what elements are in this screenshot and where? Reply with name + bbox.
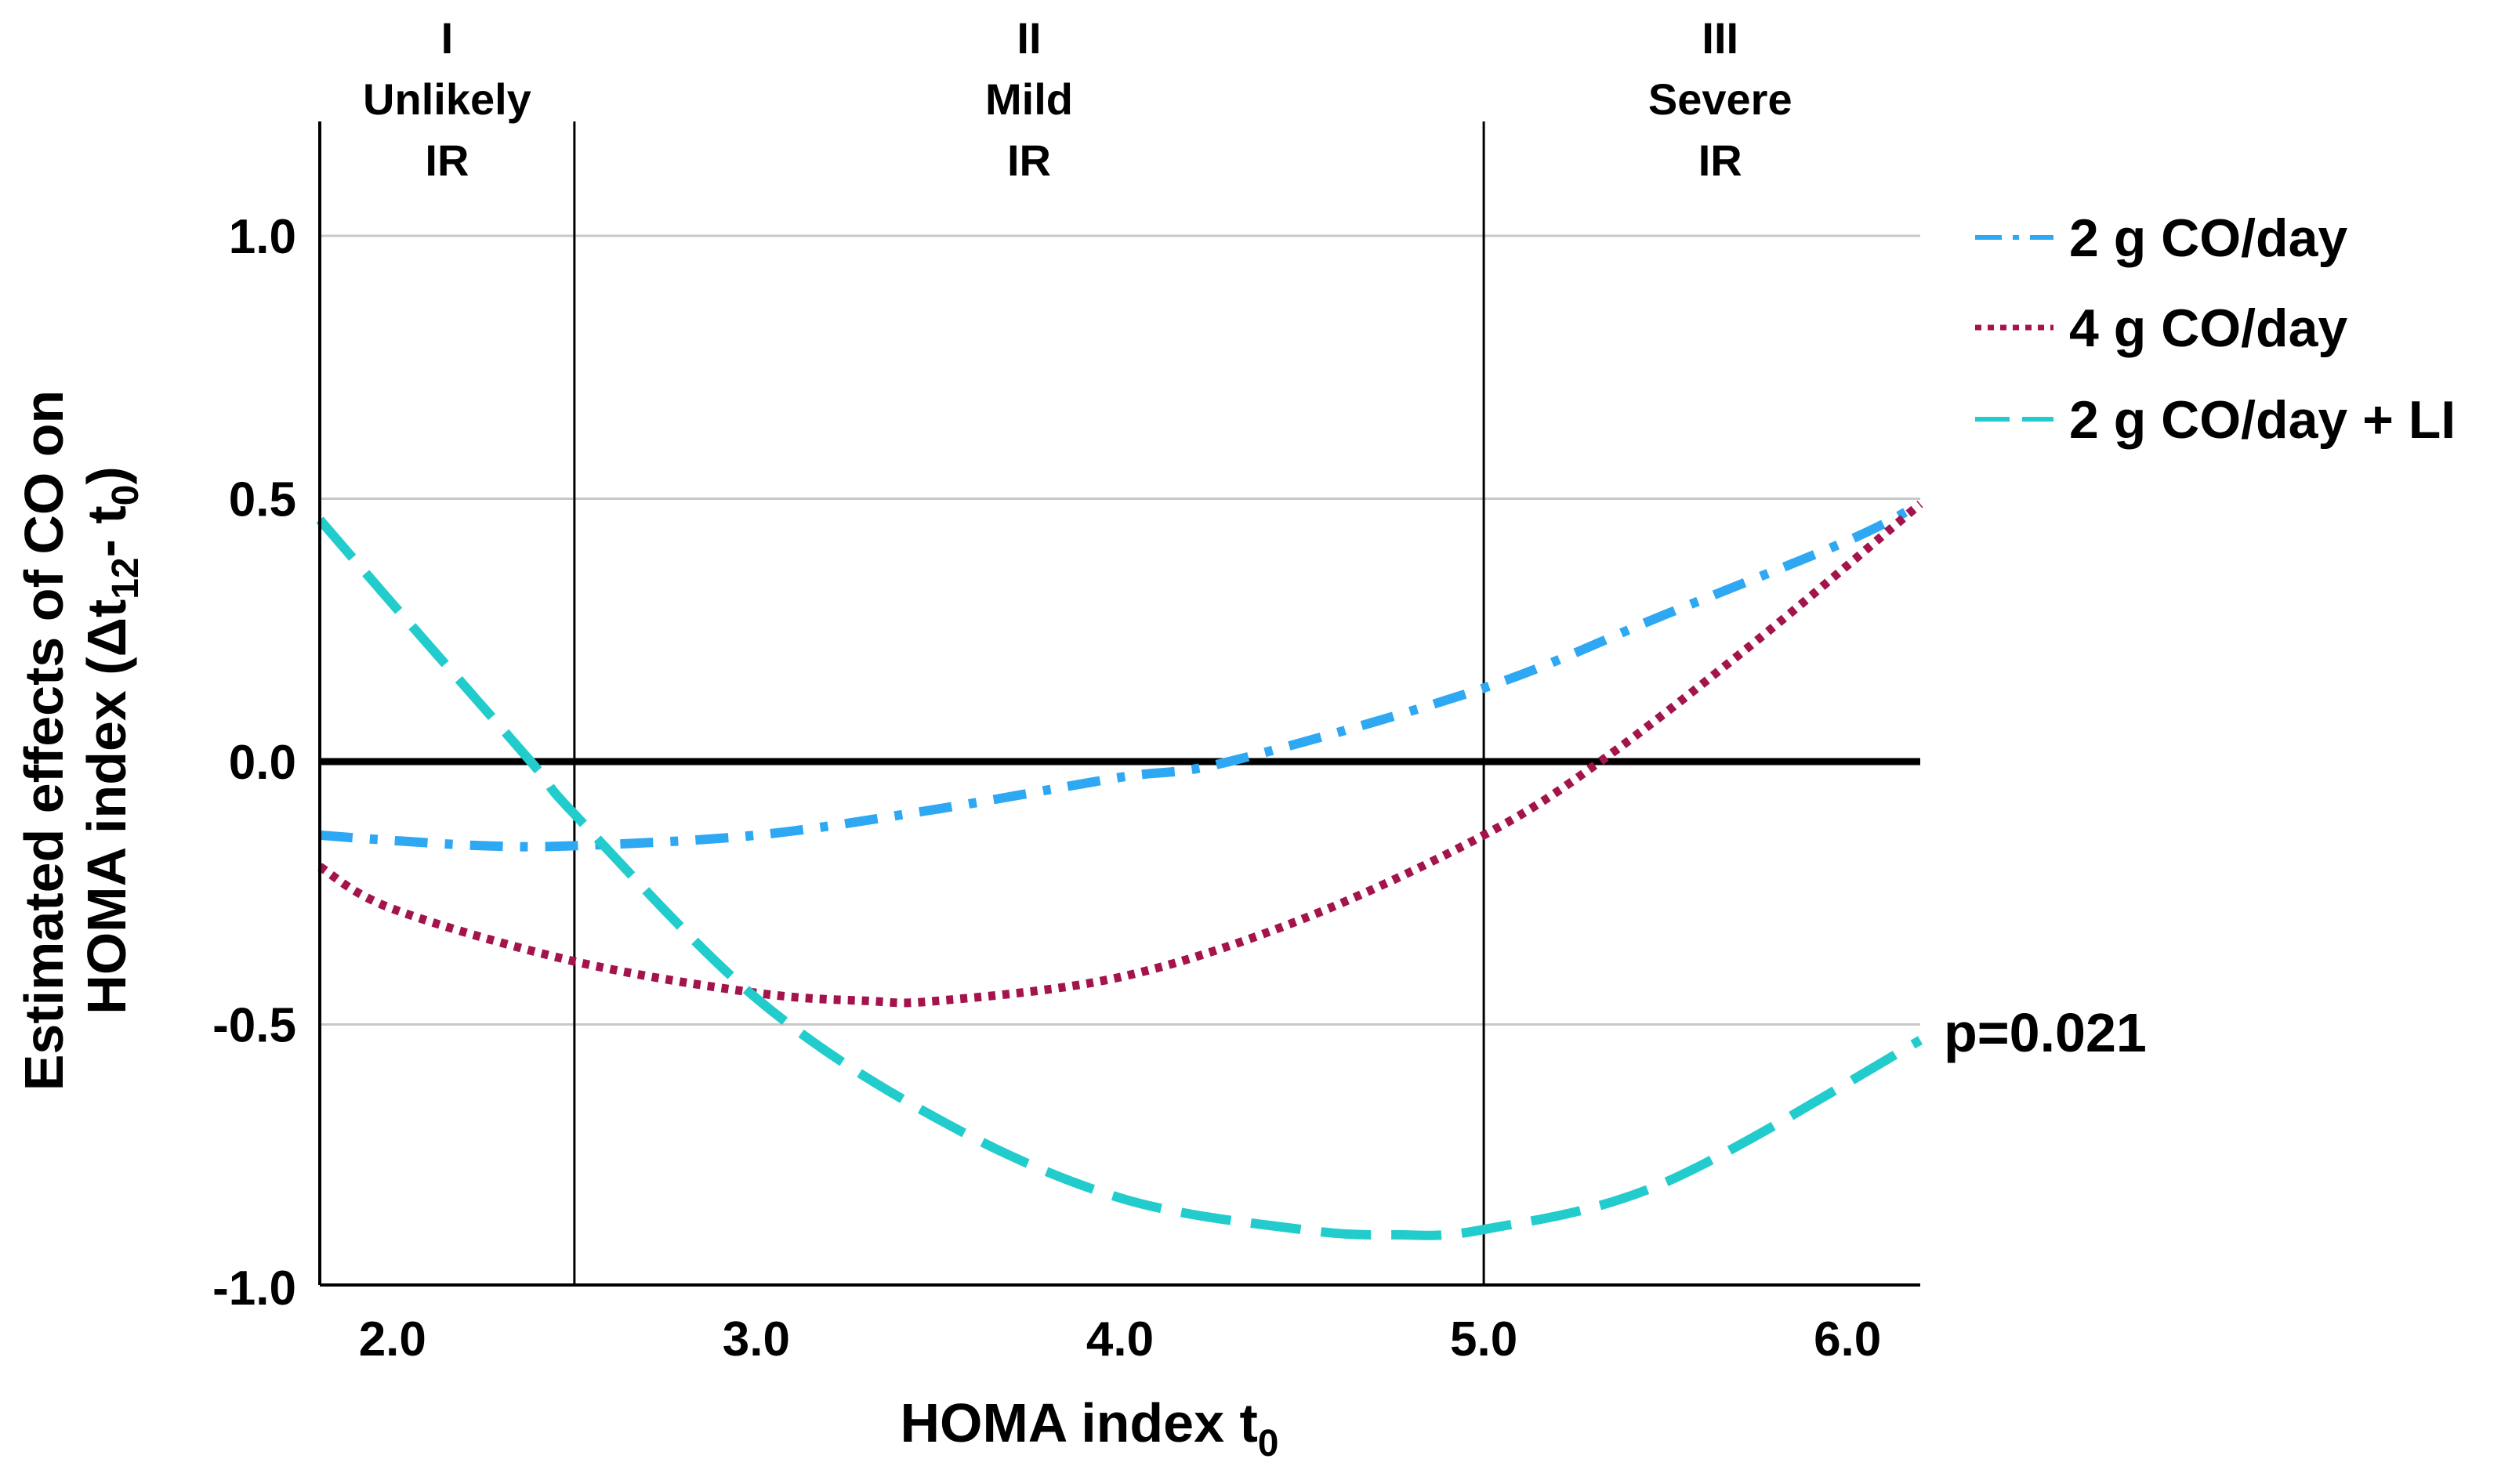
gridlines xyxy=(320,234,1920,1026)
zone-labels: I Unlikely IR II Mild IR III Severe IR xyxy=(363,13,1792,185)
zone-1-label-1: I xyxy=(441,13,454,63)
series-lines xyxy=(316,499,1923,1240)
y-tick-label: 0.0 xyxy=(229,736,296,790)
x-tick-label: 2.0 xyxy=(359,1312,426,1366)
zone-2-label-3: IR xyxy=(1007,136,1051,185)
zone-3-label-1: III xyxy=(1702,13,1738,63)
series-line-3 xyxy=(316,516,1923,1240)
zone-boundaries xyxy=(573,121,1485,1285)
legend-label-1: 2 g CO/day xyxy=(2069,208,2347,268)
series-line-1 xyxy=(319,499,1923,852)
y-tick-label: 1.0 xyxy=(229,210,296,264)
y-tick-label: 0.5 xyxy=(229,473,296,527)
legend-label-2: 4 g CO/day xyxy=(2069,299,2347,358)
x-tick-label: 3.0 xyxy=(723,1312,790,1366)
tick-labels: 1.0 0.5 0.0 -0.5 -1.0 2.0 3.0 4.0 5.0 6.0 xyxy=(212,210,1881,1366)
y-tick-label: -1.0 xyxy=(212,1261,296,1316)
y-tick-label: -0.5 xyxy=(212,999,296,1053)
legend-label-3: 2 g CO/day + LI xyxy=(2069,390,2456,450)
x-tick-label: 5.0 xyxy=(1450,1312,1517,1366)
y-axis-title-sub-12: 12 xyxy=(105,557,147,599)
zone-3-label-2: Severe xyxy=(1648,74,1792,124)
series-line-2 xyxy=(317,500,1923,1008)
zone-3-label-3: IR xyxy=(1698,136,1742,185)
zone-2-label-1: II xyxy=(1017,13,1041,63)
y-axis-title-part-a: HOMA index (Δt xyxy=(76,599,137,1015)
x-axis-title-main: HOMA index t xyxy=(900,1392,1257,1453)
x-tick-label: 4.0 xyxy=(1086,1312,1154,1366)
y-axis-title-line2: HOMA index (Δt12- t0) xyxy=(76,466,147,1014)
y-axis-title-sub-0: 0 xyxy=(105,485,147,506)
y-axis-title-part-b: - t xyxy=(76,505,137,557)
x-axis-title-subscript: 0 xyxy=(1258,1423,1279,1464)
zone-1-label-2: Unlikely xyxy=(363,74,531,124)
zone-1-label-3: IR xyxy=(425,136,469,185)
x-tick-label: 6.0 xyxy=(1814,1312,1881,1366)
y-axis-title-line1: Estimated effects of CO on xyxy=(13,390,74,1091)
p-value-annotation: p=0.021 xyxy=(1944,1002,2147,1063)
x-axis-title: HOMA index t0 xyxy=(900,1392,1278,1464)
y-axis-title-part-c: ) xyxy=(76,466,137,484)
zone-2-label-2: Mild xyxy=(985,74,1073,124)
axes xyxy=(318,121,1920,1287)
legend: 2 g CO/day 4 g CO/day 2 g CO/day + LI xyxy=(1975,208,2456,450)
